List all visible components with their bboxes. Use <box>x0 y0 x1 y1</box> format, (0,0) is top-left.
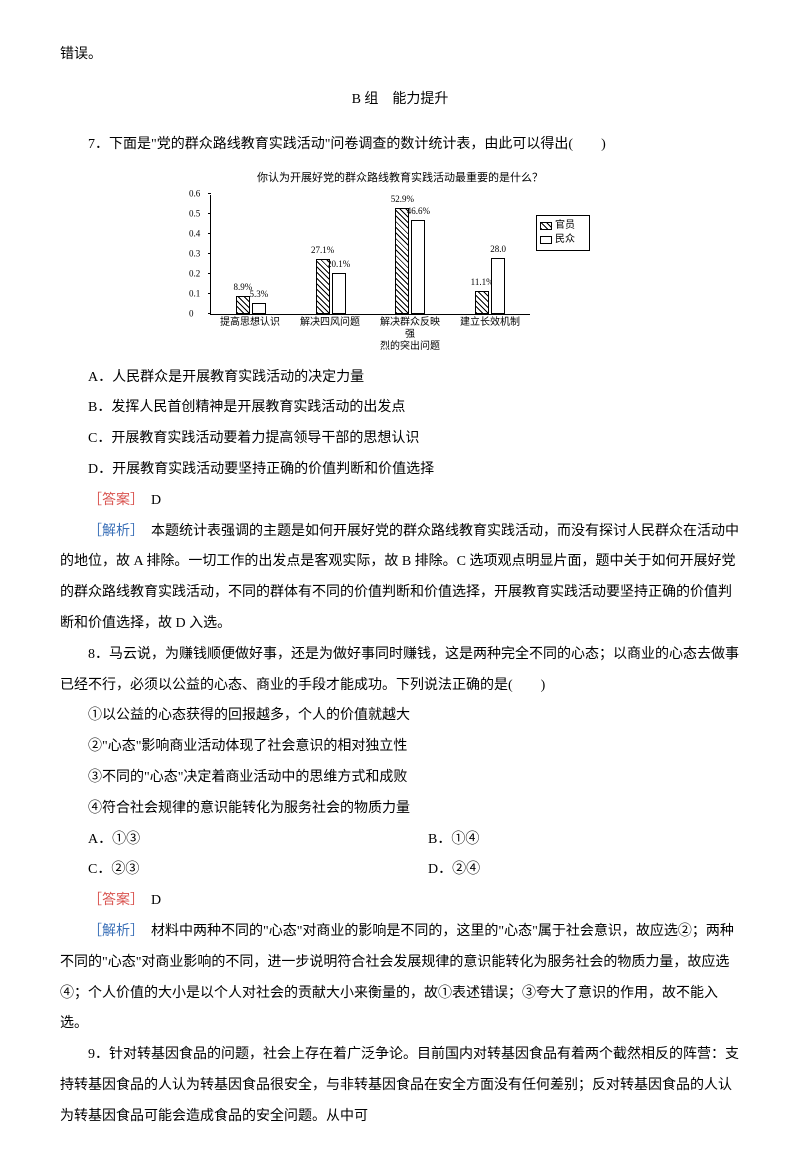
answer-value: D <box>151 893 161 908</box>
bar-value-label: 20.1% <box>327 260 350 269</box>
chart-legend: 官员 民众 <box>536 215 590 251</box>
ytick-label: 0.1 <box>189 289 200 298</box>
q8-item-1: ①以公益的心态获得的回报越多，个人的价值就越大 <box>60 701 740 732</box>
ytick-label: 0.2 <box>189 269 200 278</box>
bar-value-label: 46.6% <box>407 207 430 216</box>
q7-stem: 7．下面是"党的群众路线教育实践活动"问卷调查的数计统计表，由此可以得出( ) <box>60 130 740 161</box>
chart-body: 00.10.20.30.40.50.68.9%5.3%27.1%20.1%52.… <box>210 195 530 315</box>
analysis-text: 本题统计表强调的主题是如何开展好党的群众路线教育实践活动，而没有探讨人民群众在活… <box>60 524 739 631</box>
analysis-label: ［解析］ <box>88 524 137 539</box>
bar: 5.3% <box>252 303 266 314</box>
q8-option-c: C．②③ <box>60 855 400 886</box>
legend-swatch-solid <box>540 236 552 244</box>
bar-value-label: 52.9% <box>391 195 414 204</box>
q8-stem: 8．马云说，为赚钱顺便做好事，还是为做好事同时赚钱，这是两种完全不同的心态；以商… <box>60 640 740 702</box>
bar: 52.9% <box>395 208 409 314</box>
bar-value-label: 28.0 <box>490 245 506 254</box>
q7-answer: ［答案］ D <box>60 486 740 517</box>
xlabel: 解决群众反映强烈的突出问题 <box>378 317 442 353</box>
bar: 20.1% <box>332 273 346 313</box>
ytick-label: 0.4 <box>189 229 200 238</box>
bar-value-label: 27.1% <box>311 246 334 255</box>
q7-option-a: A．人民群众是开展教育实践活动的决定力量 <box>60 363 740 394</box>
ytick-label: 0.3 <box>189 249 200 258</box>
q8-option-b: B．①④ <box>400 825 740 856</box>
q8-option-a: A．①③ <box>60 825 400 856</box>
legend-swatch-hatch <box>540 222 552 230</box>
bar: 8.9% <box>236 296 250 314</box>
analysis-label: ［解析］ <box>88 924 137 939</box>
q8-options-row-1: A．①③ B．①④ <box>60 825 740 856</box>
ytick-label: 0.6 <box>189 189 200 198</box>
q8-options-row-2: C．②③ D．②④ <box>60 855 740 886</box>
section-header: B 组 能力提升 <box>60 85 740 116</box>
bar-value-label: 5.3% <box>249 290 268 299</box>
ytick-label: 0.5 <box>189 209 200 218</box>
legend-row: 民众 <box>540 233 586 247</box>
q7-option-c: C．开展教育实践活动要着力提高领导干部的思想认识 <box>60 424 740 455</box>
q7-option-b: B．发挥人民首创精神是开展教育实践活动的出发点 <box>60 393 740 424</box>
prev-tail: 错误。 <box>60 40 740 71</box>
bar: 11.1% <box>475 291 489 313</box>
xlabel: 建立长效机制 <box>458 317 522 353</box>
legend-label-1: 民众 <box>555 233 575 247</box>
q7-option-d: D．开展教育实践活动要坚持正确的价值判断和价值选择 <box>60 455 740 486</box>
answer-label: ［答案］ <box>88 493 137 508</box>
xlabel: 解决四风问题 <box>298 317 362 353</box>
chart-xlabels: 提高思想认识解决四风问题解决群众反映强烈的突出问题建立长效机制 <box>210 317 530 353</box>
chart-title: 你认为开展好党的群众路线教育实践活动最重要的是什么？ <box>210 166 590 190</box>
legend-label-0: 官员 <box>555 219 575 233</box>
xlabel: 提高思想认识 <box>218 317 282 353</box>
q7-analysis: ［解析］ 本题统计表强调的主题是如何开展好党的群众路线教育实践活动，而没有探讨人… <box>60 517 740 640</box>
q9-stem: 9．针对转基因食品的问题，社会上存在着广泛争论。目前国内对转基因食品有着两个截然… <box>60 1040 740 1132</box>
q8-item-3: ③不同的"心态"决定着商业活动中的思维方式和成败 <box>60 763 740 794</box>
q8-item-2: ②"心态"影响商业活动体现了社会意识的相对独立性 <box>60 732 740 763</box>
q8-item-4: ④符合社会规律的意识能转化为服务社会的物质力量 <box>60 794 740 825</box>
legend-row: 官员 <box>540 219 586 233</box>
ytick-label: 0 <box>189 309 194 318</box>
bar: 28.0 <box>491 258 505 314</box>
q8-answer: ［答案］ D <box>60 886 740 917</box>
q7-chart: 你认为开展好党的群众路线教育实践活动最重要的是什么？ 00.10.20.30.4… <box>210 166 590 352</box>
answer-value: D <box>151 493 161 508</box>
answer-label: ［答案］ <box>88 893 137 908</box>
q8-option-d: D．②④ <box>400 855 740 886</box>
analysis-text: 材料中两种不同的"心态"对商业的影响是不同的，这里的"心态"属于社会意识，故应选… <box>60 924 734 1031</box>
q8-analysis: ［解析］ 材料中两种不同的"心态"对商业的影响是不同的，这里的"心态"属于社会意… <box>60 917 740 1040</box>
bar: 46.6% <box>411 220 425 313</box>
